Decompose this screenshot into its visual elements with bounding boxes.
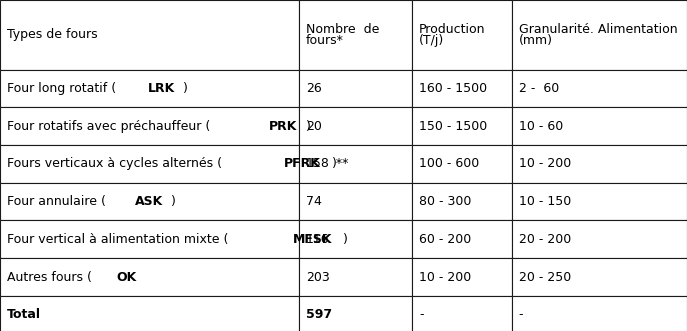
Bar bbox=[512, 107, 687, 145]
Bar bbox=[412, 145, 512, 183]
Text: )**: )** bbox=[332, 157, 349, 170]
Bar bbox=[0, 107, 299, 145]
Text: 116: 116 bbox=[306, 233, 329, 246]
Bar bbox=[412, 258, 512, 296]
Bar bbox=[512, 296, 687, 331]
Text: 597: 597 bbox=[306, 308, 332, 321]
Bar bbox=[412, 296, 512, 331]
Text: Total: Total bbox=[7, 308, 41, 321]
Text: Four rotatifs avec préchauffeur (: Four rotatifs avec préchauffeur ( bbox=[7, 119, 210, 133]
Bar bbox=[412, 183, 512, 220]
Text: LRK: LRK bbox=[148, 82, 175, 95]
Text: ): ) bbox=[183, 82, 188, 95]
Text: Fours verticaux à cycles alternés (: Fours verticaux à cycles alternés ( bbox=[7, 157, 222, 170]
Text: 60 - 200: 60 - 200 bbox=[419, 233, 471, 246]
Text: Granularité. Alimentation: Granularité. Alimentation bbox=[519, 23, 677, 36]
Bar bbox=[512, 70, 687, 107]
Bar bbox=[299, 145, 412, 183]
Text: 20 - 250: 20 - 250 bbox=[519, 270, 571, 284]
Bar bbox=[512, 0, 687, 70]
Bar bbox=[0, 296, 299, 331]
Bar bbox=[0, 183, 299, 220]
Text: ): ) bbox=[306, 119, 311, 133]
Bar bbox=[412, 70, 512, 107]
Bar bbox=[512, 258, 687, 296]
Text: 2 -  60: 2 - 60 bbox=[519, 82, 559, 95]
Text: ASK: ASK bbox=[135, 195, 163, 208]
Text: PRK: PRK bbox=[269, 119, 297, 133]
Text: Types de fours: Types de fours bbox=[7, 28, 98, 41]
Text: 10 - 200: 10 - 200 bbox=[419, 270, 471, 284]
Bar bbox=[512, 183, 687, 220]
Text: 74: 74 bbox=[306, 195, 322, 208]
Text: 100 - 600: 100 - 600 bbox=[419, 157, 480, 170]
Bar bbox=[299, 258, 412, 296]
Bar bbox=[299, 220, 412, 258]
Bar bbox=[299, 183, 412, 220]
Bar bbox=[0, 70, 299, 107]
Text: Nombre  de: Nombre de bbox=[306, 23, 379, 36]
Text: MFSK: MFSK bbox=[293, 233, 332, 246]
Text: 20: 20 bbox=[306, 119, 322, 133]
Text: 203: 203 bbox=[306, 270, 330, 284]
Text: 26: 26 bbox=[306, 82, 322, 95]
Text: Production: Production bbox=[419, 23, 486, 36]
Bar bbox=[512, 145, 687, 183]
Bar bbox=[412, 107, 512, 145]
Text: 10 - 200: 10 - 200 bbox=[519, 157, 571, 170]
Text: -: - bbox=[419, 308, 424, 321]
Bar bbox=[0, 145, 299, 183]
Text: 160 - 1500: 160 - 1500 bbox=[419, 82, 487, 95]
Text: (T/j): (T/j) bbox=[419, 34, 444, 47]
Text: Autres fours (: Autres fours ( bbox=[7, 270, 92, 284]
Text: ): ) bbox=[171, 195, 176, 208]
Text: Four annulaire (: Four annulaire ( bbox=[7, 195, 106, 208]
Text: OK: OK bbox=[116, 270, 137, 284]
Text: fours*: fours* bbox=[306, 34, 344, 47]
Bar bbox=[299, 70, 412, 107]
Bar bbox=[412, 0, 512, 70]
Bar bbox=[0, 220, 299, 258]
Bar bbox=[412, 220, 512, 258]
Bar bbox=[0, 258, 299, 296]
Text: (mm): (mm) bbox=[519, 34, 552, 47]
Text: 10 - 60: 10 - 60 bbox=[519, 119, 563, 133]
Text: ): ) bbox=[344, 233, 348, 246]
Text: -: - bbox=[519, 308, 523, 321]
Text: 158: 158 bbox=[306, 157, 330, 170]
Bar bbox=[299, 296, 412, 331]
Text: 10 - 150: 10 - 150 bbox=[519, 195, 571, 208]
Text: 80 - 300: 80 - 300 bbox=[419, 195, 471, 208]
Text: Four long rotatif (: Four long rotatif ( bbox=[7, 82, 116, 95]
Bar bbox=[512, 220, 687, 258]
Text: 150 - 1500: 150 - 1500 bbox=[419, 119, 487, 133]
Text: Four vertical à alimentation mixte (: Four vertical à alimentation mixte ( bbox=[7, 233, 228, 246]
Bar bbox=[299, 107, 412, 145]
Bar bbox=[299, 0, 412, 70]
Text: 20 - 200: 20 - 200 bbox=[519, 233, 571, 246]
Bar bbox=[0, 0, 299, 70]
Text: PFRK: PFRK bbox=[284, 157, 321, 170]
